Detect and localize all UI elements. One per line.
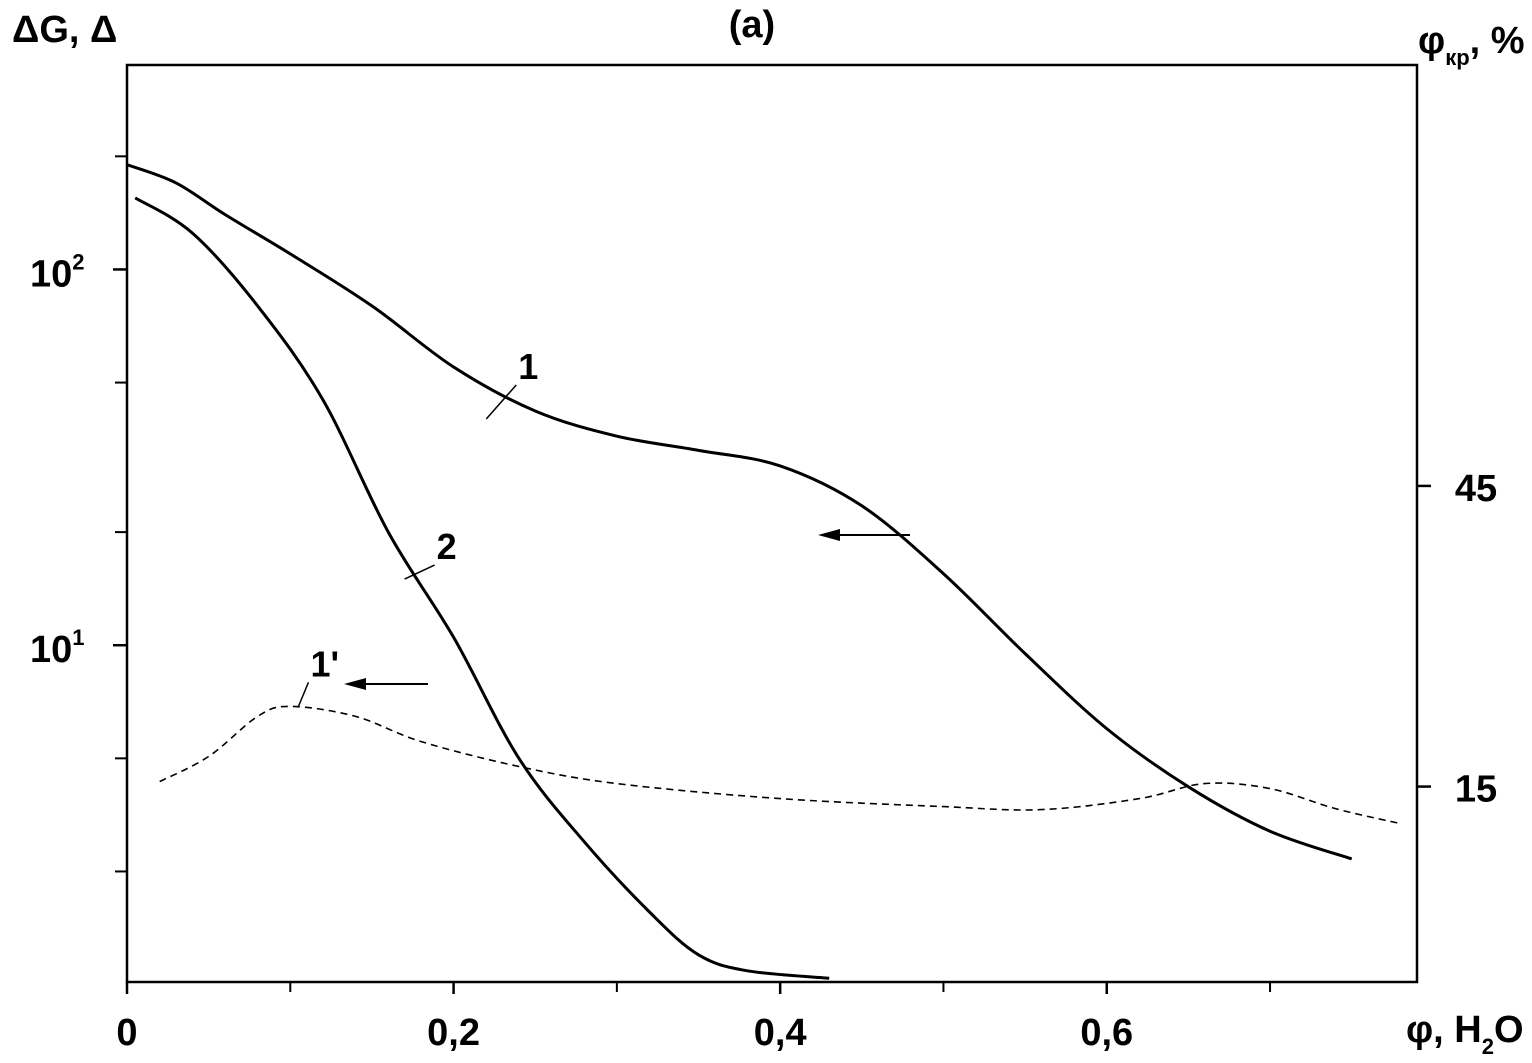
series-line-1	[126, 163, 1353, 861]
x-tick-label: 0,4	[754, 1012, 807, 1054]
y-right-title-base: φ	[1418, 20, 1445, 62]
plot-area-frame	[125, 63, 1419, 984]
curve-label: 1'	[310, 643, 339, 684]
y-right-tick-label: 45	[1455, 468, 1497, 510]
curve-label-leader	[297, 682, 310, 707]
annotation-layer: 1 2 1'	[297, 346, 910, 707]
chart-title: (a)	[729, 4, 775, 46]
curve-label-leader	[404, 564, 435, 580]
y-left-tick-base: 10	[30, 253, 72, 295]
y-left-tick-base: 10	[30, 629, 72, 671]
y-left-tick-exponent: 2	[72, 249, 84, 274]
series-line-3	[159, 705, 1401, 825]
x-title-base: φ, H	[1406, 1009, 1482, 1051]
y-left-tick-label: 101	[30, 625, 85, 671]
series-line-2	[134, 196, 830, 980]
y-right-title-tail: , %	[1470, 20, 1525, 62]
y-left-tick-exponent: 1	[72, 625, 84, 650]
curve-label: 1	[518, 346, 538, 387]
curve-label-leader	[485, 384, 517, 420]
y-left-tick-label: 102	[30, 249, 85, 295]
x-axis-title: φ, H2O	[1406, 1009, 1524, 1059]
x-tick-label: 0,6	[1080, 1012, 1133, 1054]
series-layer	[126, 163, 1401, 980]
x-title-sub: 2	[1482, 1034, 1494, 1059]
y-right-tick-label: 15	[1455, 769, 1497, 811]
axis-arrow-head	[818, 529, 840, 541]
axis-arrow-head	[344, 678, 366, 690]
y-right-title-sub: кр	[1445, 45, 1469, 70]
y-right-axis-title: φкр, %	[1418, 20, 1525, 70]
curve-label: 2	[437, 526, 457, 567]
y-left-axis-title: ΔG, Δ	[12, 9, 117, 51]
x-title-tail: O	[1494, 1009, 1524, 1051]
x-tick-label: 0,2	[427, 1012, 480, 1054]
x-tick-label: 0	[116, 1012, 137, 1054]
